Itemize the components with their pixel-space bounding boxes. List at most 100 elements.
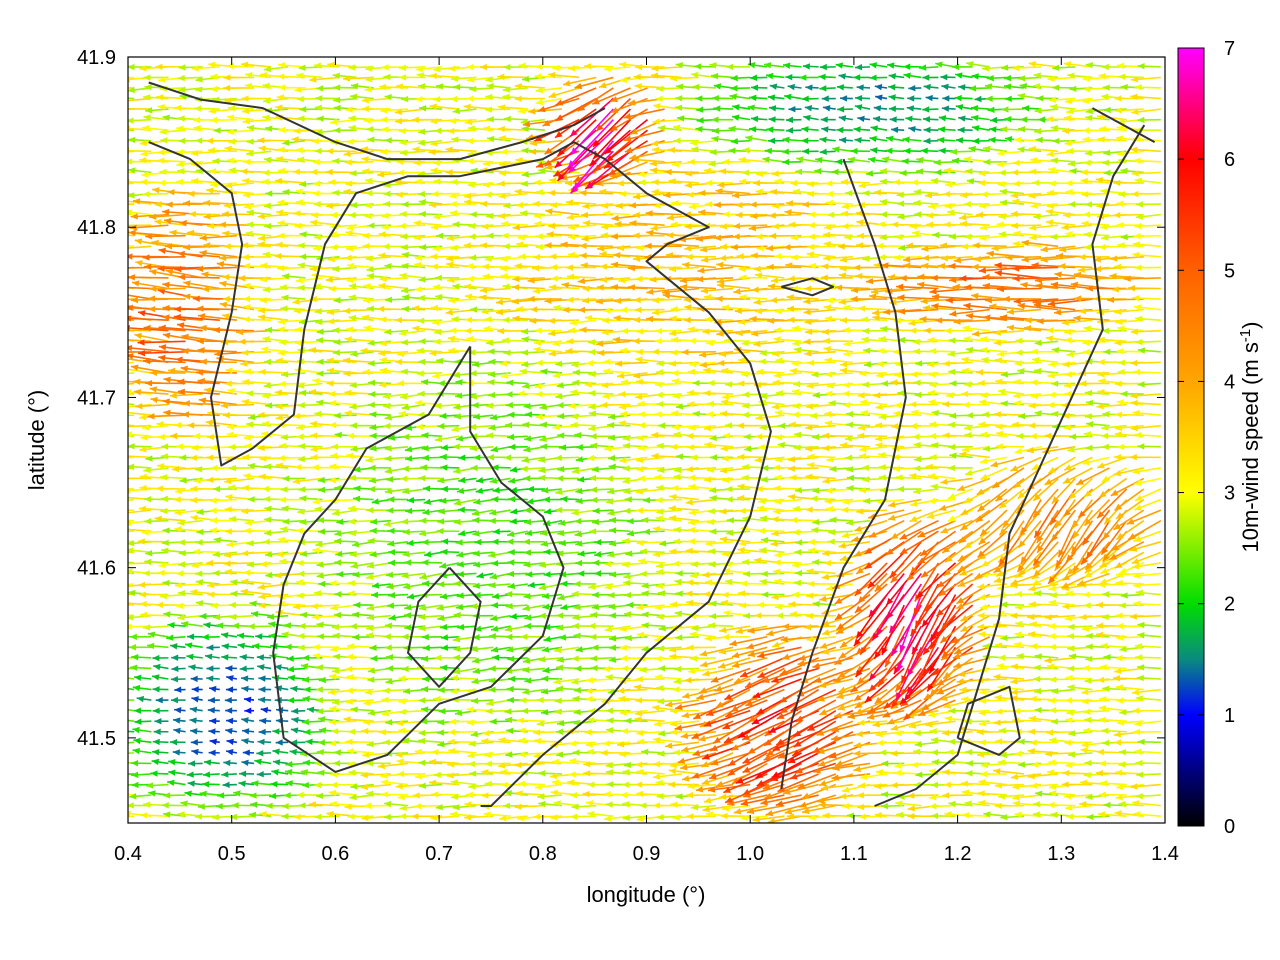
wind-vector: [1016, 541, 1042, 573]
wind-vector: [490, 446, 511, 453]
wind-vector: [353, 601, 374, 609]
wind-vector: [191, 696, 203, 703]
wind-vector: [890, 551, 922, 584]
wind-vector: [867, 551, 905, 589]
wind-vector: [854, 136, 871, 144]
wind-vector: [414, 802, 443, 810]
wind-vector: [525, 571, 545, 578]
wind-vector: [942, 657, 974, 680]
wind-vector: [209, 717, 220, 725]
wind-vector: [636, 539, 665, 547]
wind-vector: [760, 570, 785, 577]
wind-vector: [622, 814, 648, 821]
wind-vector: [819, 699, 854, 716]
wind-vector: [686, 599, 717, 607]
wind-vector: [537, 793, 563, 800]
wind-vector: [785, 73, 802, 81]
wind-vector: [488, 582, 511, 589]
wind-vector: [903, 63, 922, 70]
wind-vector: [773, 464, 802, 471]
wind-vector: [977, 583, 1007, 590]
wind-vector: [653, 720, 682, 727]
wind-vector: [295, 579, 323, 586]
wind-vector: [1137, 116, 1161, 124]
wind-vector: [827, 538, 853, 545]
wind-vector: [383, 800, 409, 808]
wind-vector: [136, 695, 152, 703]
wind-vector: [128, 245, 152, 249]
wind-vector: [978, 541, 1008, 560]
wind-vector: [620, 791, 648, 799]
wind-vector: [385, 654, 409, 661]
wind-vector: [1058, 263, 1093, 270]
x-tick-label: 0.7: [425, 843, 453, 865]
wind-vector: [440, 634, 460, 641]
wind-vector: [440, 485, 460, 493]
wind-vector: [368, 464, 391, 472]
wind-vector: [959, 509, 991, 532]
wind-vector: [732, 104, 751, 111]
wind-vector: [692, 83, 717, 91]
wind-vector: [568, 771, 597, 778]
wind-vector: [869, 74, 888, 81]
wind-vector: [437, 614, 460, 622]
wind-vector: [177, 590, 203, 597]
wind-vector: [400, 233, 426, 240]
wind-vector: [290, 739, 306, 746]
wind-vector: [514, 803, 545, 810]
wind-vector: [825, 180, 853, 187]
wind-vector: [128, 667, 135, 670]
wind-vector: [558, 634, 580, 641]
wind-vector: [246, 561, 272, 568]
wind-vector: [748, 699, 785, 723]
wind-vector: [440, 644, 460, 651]
wind-vector: [740, 814, 768, 822]
wind-vector: [654, 674, 682, 681]
wind-vector: [1100, 642, 1127, 650]
wind-vector: [737, 709, 785, 739]
wind-vector: [935, 583, 974, 617]
wind-vector: [488, 677, 511, 684]
wind-vector: [1116, 622, 1144, 630]
wind-vector: [558, 539, 580, 547]
wind-vector: [420, 378, 443, 386]
wind-vector: [399, 708, 426, 715]
wind-vector: [747, 104, 768, 111]
wind-vector: [406, 496, 426, 504]
wind-vector: [782, 136, 802, 144]
wind-vector: [464, 283, 494, 290]
wind-vector: [335, 550, 357, 558]
wind-vector: [956, 678, 990, 685]
wind-vector: [624, 591, 648, 599]
wind-vector: [716, 329, 751, 337]
wind-vector: [573, 687, 597, 694]
wind-vector: [317, 528, 340, 535]
wind-vector: [670, 728, 699, 736]
wind-vector: [142, 624, 169, 631]
wind-vector: [128, 741, 135, 744]
wind-vector: [303, 728, 323, 736]
wind-vector: [705, 579, 734, 586]
wind-vector: [490, 602, 511, 609]
wind-vector: [380, 116, 408, 123]
wind-vector: [997, 793, 1025, 800]
wind-vector: [652, 773, 682, 780]
wind-vector: [1134, 642, 1161, 650]
wind-vector: [1134, 748, 1161, 755]
wind-vector: [139, 600, 169, 608]
wind-vector: [509, 518, 528, 525]
x-tick-label: 1.0: [736, 843, 764, 865]
wind-vector: [604, 583, 631, 590]
wind-vector: [239, 654, 255, 661]
wind-vector: [188, 760, 203, 767]
wind-vector: [1055, 252, 1093, 260]
wind-vector: [786, 127, 802, 134]
wind-vector: [228, 601, 255, 609]
wind-vector: [128, 761, 135, 765]
wind-vector: [936, 667, 973, 686]
wind-vector: [1133, 600, 1161, 607]
wind-vector: [906, 551, 939, 582]
wind-vector: [433, 771, 460, 779]
wind-vector: [702, 667, 734, 677]
wind-vector: [585, 677, 614, 684]
